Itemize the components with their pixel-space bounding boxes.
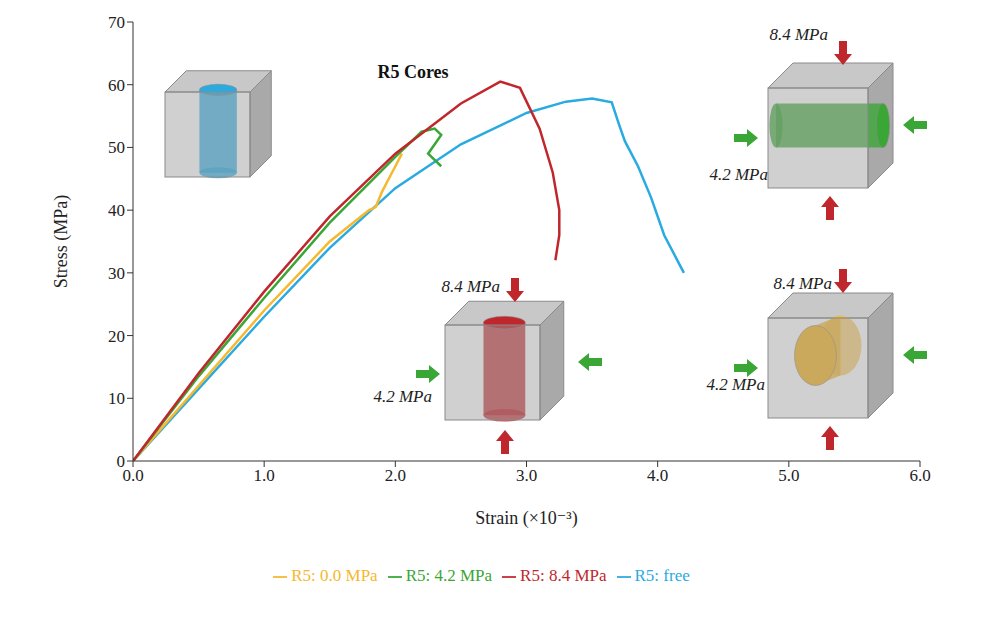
svg-text:1.0: 1.0 <box>254 466 275 485</box>
svg-text:70: 70 <box>108 13 125 32</box>
html-text:R5: 8.4 MPa: R5: 8.4 MPa <box>520 566 607 585</box>
svg-text:8.4 MPa: 8.4 MPa <box>773 274 832 293</box>
svg-text:30: 30 <box>108 264 125 283</box>
svg-text:8.4 MPa: 8.4 MPa <box>441 277 500 296</box>
svg-text:4.2 MPa: 4.2 MPa <box>706 375 765 394</box>
svg-text:Strain (×10⁻³): Strain (×10⁻³) <box>475 508 578 529</box>
svg-text:2.0: 2.0 <box>385 466 406 485</box>
html-text:R5: free: R5: free <box>634 566 690 585</box>
svg-text:3.0: 3.0 <box>516 466 537 485</box>
svg-text:50: 50 <box>108 138 125 157</box>
svg-text:5.0: 5.0 <box>778 466 799 485</box>
svg-text:Stress (MPa): Stress (MPa) <box>51 195 72 289</box>
svg-text:4.0: 4.0 <box>647 466 668 485</box>
svg-text:R5 Cores: R5 Cores <box>377 62 448 82</box>
svg-text:8.4 MPa: 8.4 MPa <box>769 25 828 44</box>
html-text:R5: 4.2 MPa: R5: 4.2 MPa <box>405 566 493 585</box>
svg-text:10: 10 <box>108 389 125 408</box>
svg-text:0.0: 0.0 <box>122 466 143 485</box>
svg-text:4.2 MPa: 4.2 MPa <box>373 387 432 406</box>
svg-text:4.2 MPa: 4.2 MPa <box>709 165 768 184</box>
svg-text:60: 60 <box>108 76 125 95</box>
html-text:R5: 0.0 MPa: R5: 0.0 MPa <box>291 566 378 585</box>
svg-text:40: 40 <box>108 201 125 220</box>
svg-text:6.0: 6.0 <box>909 466 930 485</box>
svg-text:20: 20 <box>108 327 125 346</box>
svg-text:0: 0 <box>117 452 126 471</box>
